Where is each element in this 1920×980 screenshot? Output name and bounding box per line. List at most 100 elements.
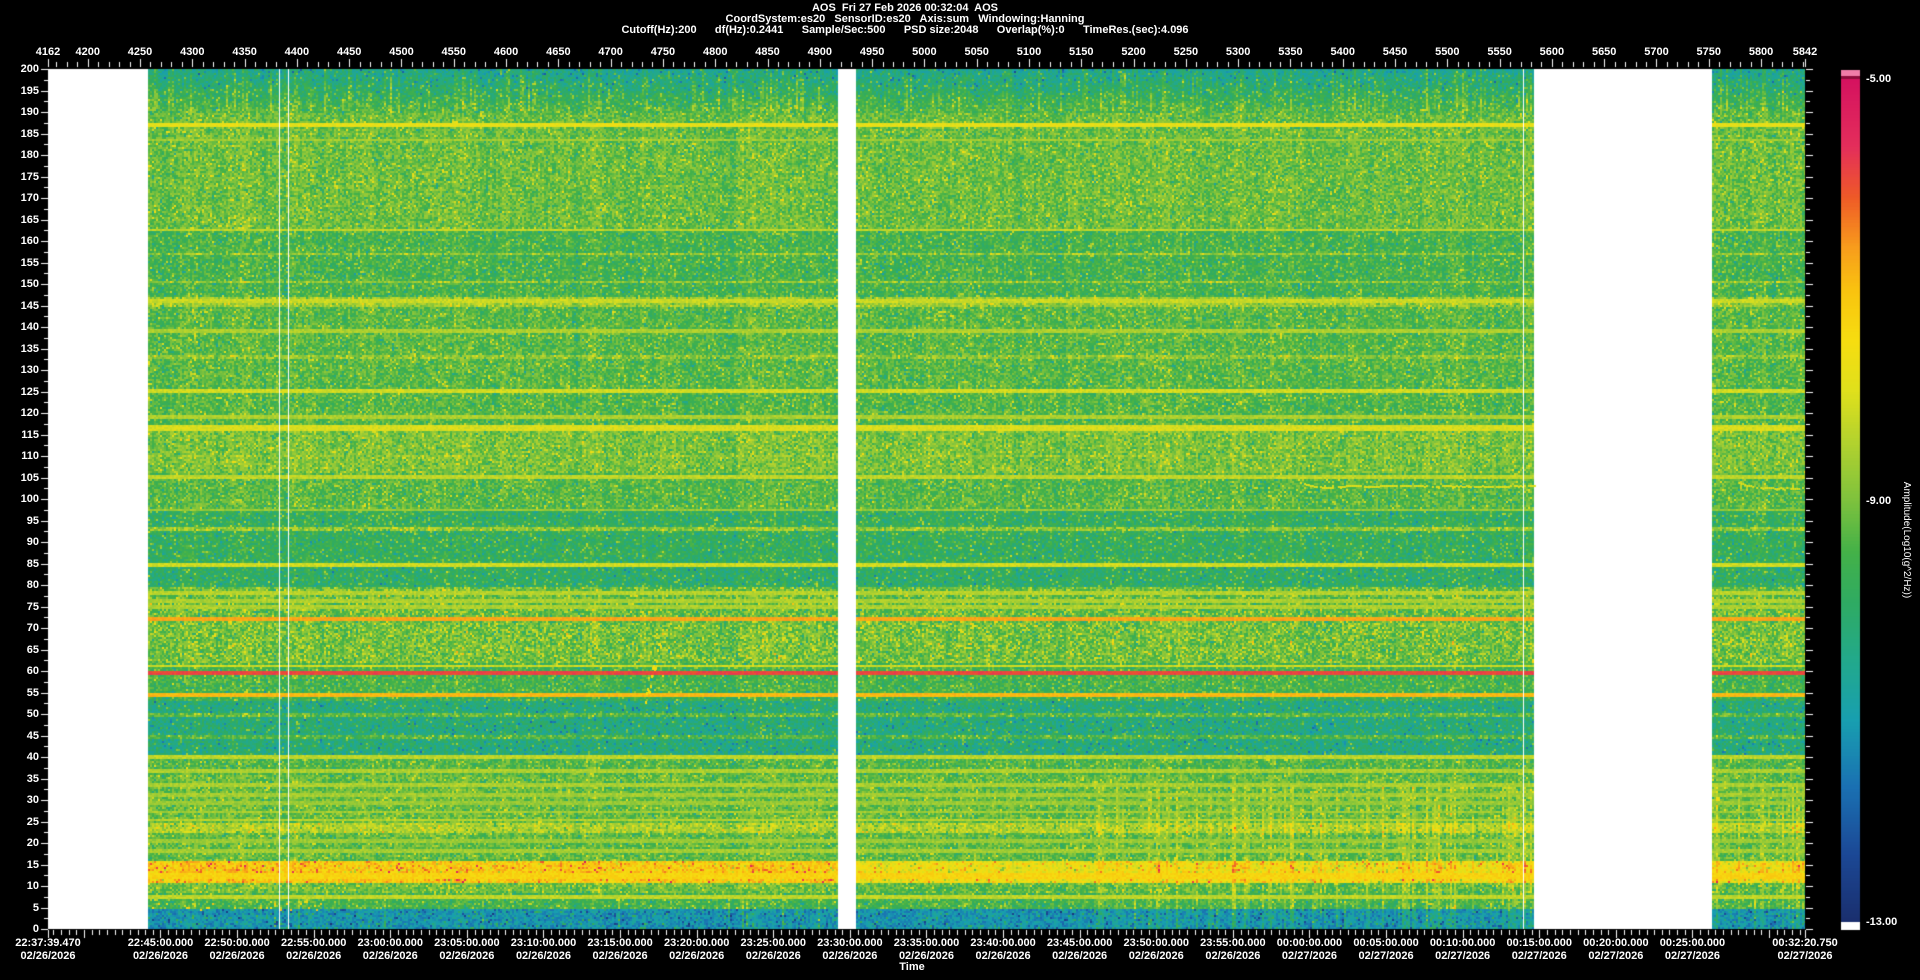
record-tick-label: 4600 [493, 46, 519, 58]
frequency-tick-label: 35 [26, 772, 39, 785]
frequency-tick-label: 135 [20, 342, 39, 355]
record-tick-label: 4200 [75, 46, 100, 58]
date-tick-label: 02/26/2026 [898, 950, 954, 962]
frequency-tick-label: 30 [26, 794, 39, 806]
frequency-tick-label: 95 [26, 514, 39, 527]
record-tick-label: 5600 [1539, 46, 1565, 58]
record-tick-label: 4850 [755, 46, 780, 58]
frequency-tick-label: 150 [20, 278, 39, 290]
record-tick-label: 4650 [546, 46, 571, 58]
record-tick-label: 5250 [1173, 46, 1199, 58]
record-tick-label: 4500 [389, 46, 414, 58]
frequency-tick-label: 160 [20, 235, 39, 247]
record-tick-label: 5500 [1435, 46, 1460, 58]
time-tick-label: 22:45:00.000 [127, 937, 194, 949]
frequency-tick-label: 110 [21, 450, 39, 462]
frequency-tick-label: 165 [20, 213, 39, 226]
frequency-tick-label: 20 [26, 837, 39, 849]
time-tick-label: 23:05:00.000 [434, 937, 500, 949]
date-tick-label: 02/26/2026 [132, 950, 188, 962]
date-tick-label: 02/27/2026 [1664, 950, 1720, 962]
frequency-tick-label: 10 [26, 880, 39, 892]
date-tick-label: 02/26/2026 [1052, 950, 1108, 962]
record-tick-label: 4300 [180, 46, 205, 58]
time-tick-label: 23:55:00.000 [1200, 937, 1266, 949]
frequency-tick-label: 195 [20, 84, 39, 97]
frequency-tick-label: 85 [26, 557, 39, 570]
record-tick-label: 5750 [1696, 46, 1722, 58]
colorbar-tick-mid: -9.00 [1866, 494, 1892, 507]
record-tick-label: 4550 [441, 46, 467, 58]
record-tick-label: 4800 [702, 46, 728, 58]
date-tick-label: 02/26/2026 [822, 950, 878, 962]
record-tick-label: 4162 [35, 46, 61, 58]
frequency-tick-label: 180 [20, 149, 39, 161]
date-tick-label: 02/26/2026 [669, 950, 725, 962]
date-tick-label: 02/27/2026 [1511, 950, 1567, 962]
record-tick-label: 5050 [964, 46, 989, 58]
frequency-tick-label: 70 [26, 622, 39, 634]
date-tick-label: 02/26/2026 [439, 950, 495, 962]
record-tick-label: 5800 [1748, 46, 1774, 58]
record-tick-label: 5350 [1278, 46, 1303, 58]
frequency-tick-label: 60 [26, 665, 39, 677]
time-tick-label: 23:15:00.000 [587, 937, 653, 949]
frequency-tick-label: 50 [26, 708, 39, 720]
frequency-tick-label: 0 [32, 923, 39, 935]
frequency-tick-label: 185 [20, 127, 39, 140]
date-tick-label: 02/27/2026 [1588, 950, 1644, 962]
frequency-tick-label: 25 [26, 815, 39, 828]
date-tick-label: 02/27/2026 [1281, 950, 1337, 962]
record-tick-label: 4750 [650, 46, 676, 58]
date-tick-label: 02/26/2026 [286, 950, 342, 962]
date-tick-label: 02/27/2026 [1435, 950, 1491, 962]
time-tick-label: 00:10:00.000 [1429, 937, 1496, 949]
record-tick-label: 5300 [1225, 46, 1251, 58]
header-title: AOS Fri 27 Feb 2026 00:32:04 AOS [811, 2, 999, 14]
frequency-tick-label: 145 [20, 299, 39, 312]
frequency-tick-label: 15 [26, 858, 39, 871]
time-tick-label: 23:20:00.000 [663, 937, 730, 949]
record-tick-label: 4900 [807, 46, 833, 58]
frequency-tick-label: 5 [32, 901, 39, 914]
time-tick-label: 00:32:20.750 [1772, 937, 1838, 949]
record-tick-label: 5842 [1792, 46, 1818, 58]
record-tick-label: 5150 [1069, 46, 1094, 58]
time-tick-label: 23:50:00.000 [1123, 937, 1189, 949]
frequency-tick-label: 40 [26, 751, 39, 763]
header-sensor-params: CoordSystem:es20 SensorID:es20 Axis:sum … [725, 13, 1085, 25]
date-tick-label: 02/26/2026 [515, 950, 571, 962]
date-tick-label: 02/26/2026 [975, 950, 1031, 962]
frequency-tick-label: 200 [20, 63, 39, 75]
colorbar-tick-min: -13.00 [1866, 916, 1898, 928]
date-tick-label: 02/26/2026 [1128, 950, 1184, 962]
record-tick-label: 5400 [1330, 46, 1355, 58]
frequency-tick-label: 75 [26, 600, 39, 613]
frequency-tick-label: 65 [26, 643, 39, 656]
frequency-tick-label: 175 [20, 170, 39, 183]
record-tick-label: 4450 [336, 46, 362, 58]
time-tick-label: 23:35:00.000 [893, 937, 960, 949]
frequency-tick-label: 55 [26, 686, 39, 699]
record-tick-label: 4250 [127, 46, 153, 58]
frequency-tick-label: 105 [20, 471, 39, 484]
date-tick-label: 02/26/2026 [592, 950, 648, 962]
date-tick-label: 02/26/2026 [362, 950, 418, 962]
time-axis-title: Time [899, 961, 925, 973]
colorbar-axis-title: Amplitude(Log10(g^2/Hz)) [1901, 481, 1912, 599]
record-tick-label: 4950 [859, 46, 885, 58]
time-tick-label: 00:15:00.000 [1506, 937, 1572, 949]
record-tick-label: 4400 [284, 46, 310, 58]
date-tick-label: 02/26/2026 [1205, 950, 1261, 962]
record-tick-label: 5100 [1016, 46, 1042, 58]
frequency-tick-label: 115 [21, 428, 39, 441]
frequency-tick-label: 130 [20, 364, 39, 376]
frequency-tick-label: 90 [26, 536, 39, 548]
frequency-tick-label: 45 [26, 729, 39, 742]
date-tick-label: 02/27/2026 [1777, 950, 1833, 962]
time-tick-label: 23:25:00.000 [740, 937, 806, 949]
time-tick-label: 22:55:00.000 [280, 937, 347, 949]
record-tick-label: 5000 [912, 46, 937, 58]
